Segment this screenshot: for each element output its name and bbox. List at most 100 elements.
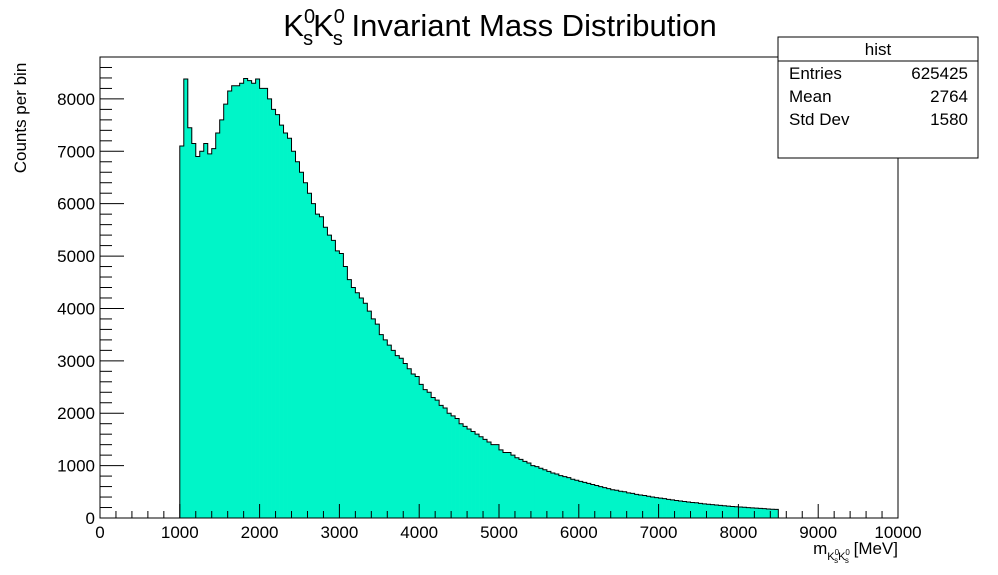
histogram-bin — [638, 494, 643, 518]
histogram-bin — [251, 83, 256, 518]
histogram-bin — [554, 474, 560, 518]
histogram-bin — [618, 491, 624, 518]
histogram-bin — [586, 483, 592, 518]
histogram-bin — [343, 266, 348, 518]
histogram-bin — [331, 240, 336, 518]
histogram-bin — [518, 459, 524, 518]
histogram-bin — [483, 439, 488, 518]
histogram-bin — [510, 455, 516, 518]
histogram-bin — [558, 475, 564, 518]
histogram-bin — [622, 491, 628, 518]
stats-mean-label: Mean — [789, 87, 832, 106]
histogram-bin — [522, 461, 528, 518]
histogram-bin — [666, 499, 671, 518]
histogram-bin — [247, 80, 252, 518]
histogram-bin — [475, 434, 480, 518]
histogram-bin — [614, 490, 620, 518]
histogram-bin — [574, 480, 580, 518]
x-tick-label: 6000 — [560, 523, 598, 542]
histogram-bin — [191, 143, 197, 518]
histogram-bin — [538, 468, 544, 518]
histogram-bin — [530, 465, 536, 518]
y-tick-label: 0 — [86, 509, 95, 528]
histogram-bin — [347, 279, 352, 518]
histogram-bin — [598, 486, 604, 518]
x-axis-label: mK0 sK0 s [MeV] — [813, 539, 898, 565]
histogram-bin — [455, 418, 460, 518]
histogram-bin — [774, 509, 779, 518]
histogram-bin — [654, 497, 659, 518]
stats-box: hist Entries 625425 Mean 2764 Std Dev 15… — [777, 36, 979, 159]
x-tick-label: 5000 — [480, 523, 518, 542]
histogram-bin — [383, 339, 388, 518]
histogram-bin — [255, 79, 260, 518]
histogram-bin — [710, 504, 715, 518]
histogram-bin — [706, 504, 711, 518]
histogram-bin — [534, 466, 540, 518]
histogram-bin — [526, 462, 532, 518]
histogram-bin — [327, 235, 332, 519]
histogram-bin — [335, 250, 340, 518]
histogram-bin — [431, 397, 436, 518]
y-tick-label: 8000 — [57, 90, 95, 109]
histogram-bin — [439, 405, 444, 518]
histogram-bin — [283, 132, 288, 518]
histogram-bin — [231, 85, 237, 518]
histogram-bars — [179, 78, 779, 519]
y-tick-label: 1000 — [57, 457, 95, 476]
y-tick-label: 2000 — [57, 404, 95, 423]
histogram-bin — [319, 216, 324, 518]
histogram-bin — [594, 485, 600, 518]
x-tick-label: 8000 — [719, 523, 757, 542]
histogram-bin — [491, 444, 496, 518]
histogram-bin — [271, 109, 276, 518]
histogram-bin — [670, 499, 675, 518]
histogram-bin — [395, 355, 400, 518]
histogram-bin — [479, 436, 484, 518]
histogram-bin — [307, 193, 312, 518]
histogram-bin — [379, 334, 384, 518]
histogram-bin — [411, 373, 416, 518]
x-tick-label: 9000 — [799, 523, 837, 542]
histogram-bin — [762, 508, 767, 518]
histogram-bin — [542, 469, 548, 518]
histogram-bin — [267, 98, 272, 518]
histogram-bin — [630, 493, 636, 518]
histogram-bin — [650, 497, 655, 518]
histogram-bin — [718, 505, 723, 518]
histogram-bin — [582, 482, 588, 518]
histogram-bin — [578, 481, 584, 518]
stats-stddev-value: 1580 — [930, 110, 968, 129]
histogram-bin — [367, 311, 372, 518]
histogram-bin — [634, 494, 639, 518]
histogram-bin — [714, 505, 719, 518]
histogram-bin — [419, 384, 424, 518]
histogram-bin — [219, 119, 225, 519]
y-tick-label: 3000 — [57, 352, 95, 371]
histogram-bin — [227, 91, 233, 519]
histogram-bin — [311, 203, 316, 518]
stats-box-name: hist — [865, 40, 892, 59]
histogram-bin — [243, 78, 248, 518]
x-tick-label: 7000 — [640, 523, 678, 542]
histogram-bin — [295, 161, 300, 518]
histogram-bin — [303, 182, 308, 519]
histogram-bin — [502, 452, 508, 518]
histogram-bin — [263, 88, 268, 519]
histogram-bin — [435, 400, 440, 518]
histogram-bin — [487, 442, 492, 518]
histogram-bin — [179, 146, 185, 518]
stats-stddev-label: Std Dev — [789, 110, 850, 129]
histogram-bin — [570, 479, 576, 518]
histogram-bin — [211, 148, 217, 518]
y-axis: 0 1000 2000 3000 4000 5000 6000 7000 8000 — [57, 56, 124, 528]
histogram-bin — [287, 138, 292, 518]
histogram-bin — [359, 297, 364, 518]
x-tick-label: 0 — [95, 523, 104, 542]
x-axis: 0 1000 2000 3000 4000 5000 6000 7000 8000 9000 100… — [95, 504, 922, 542]
y-tick-label: 4000 — [57, 299, 95, 318]
histogram-bin — [722, 505, 727, 518]
histogram-bin — [658, 498, 663, 518]
histogram-bin — [407, 368, 412, 518]
histogram-bin — [363, 303, 368, 518]
